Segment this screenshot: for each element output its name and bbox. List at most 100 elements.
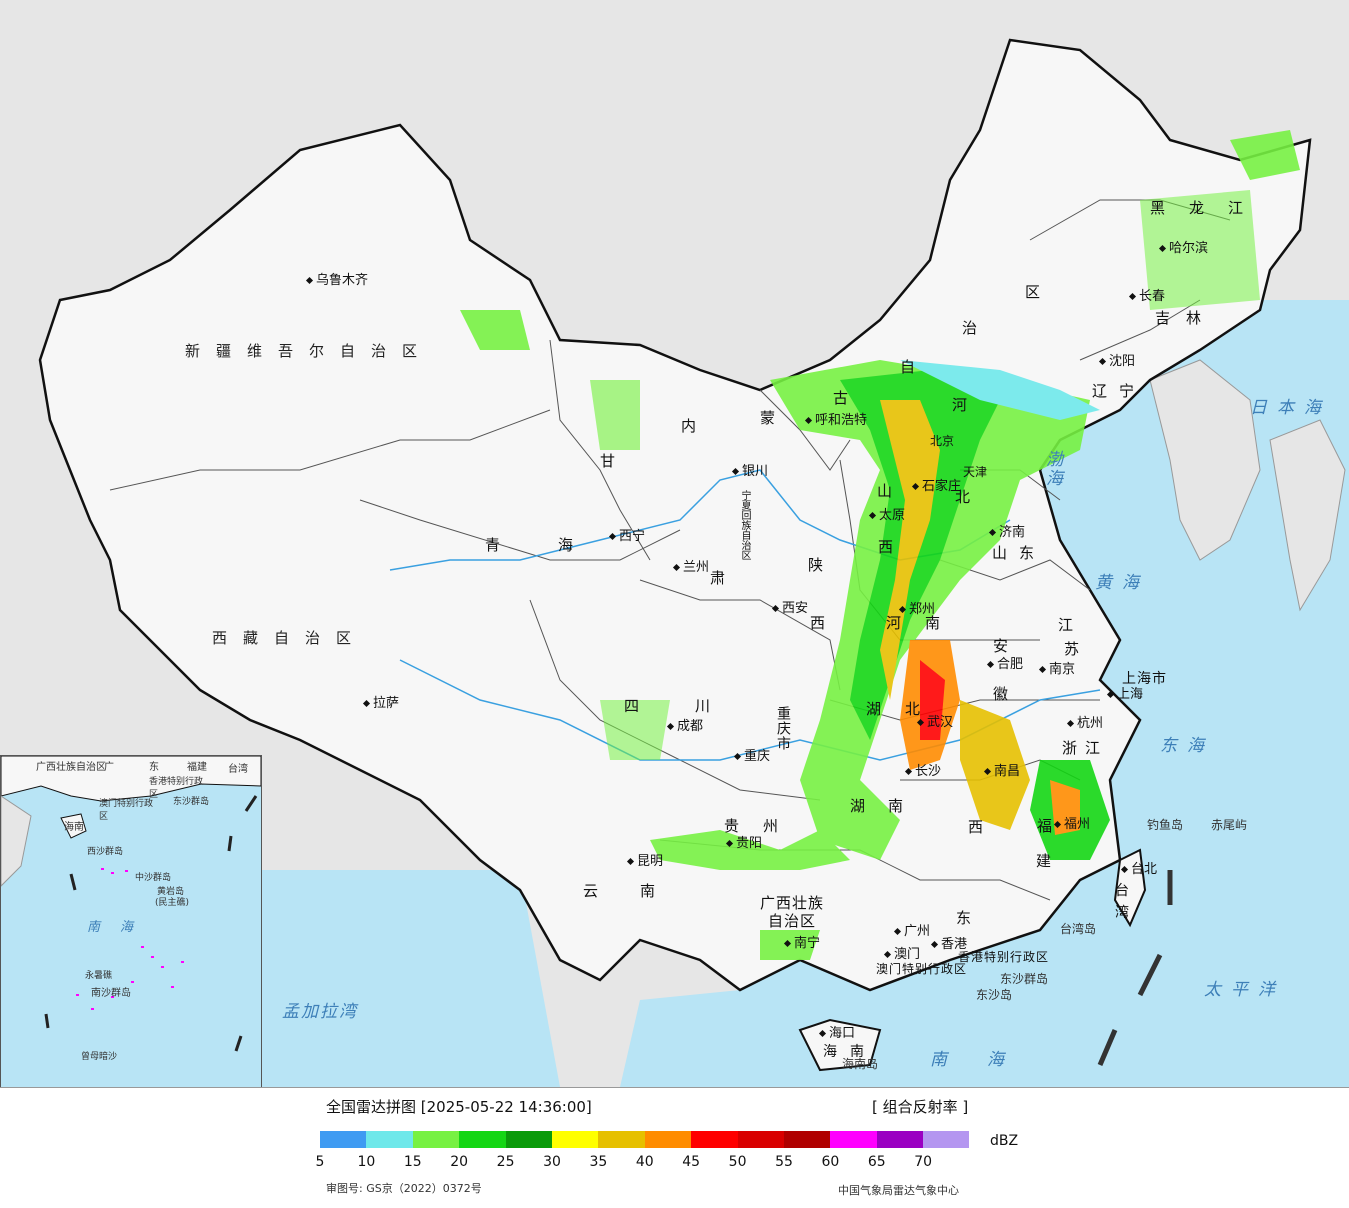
inset-aomen: 澳门特别行政区 — [99, 799, 154, 822]
inset-huangyan: 黄岩岛 — [157, 887, 185, 897]
color-bar-tick: 30 — [543, 1154, 561, 1170]
city-kunming: 昆明 — [628, 850, 663, 869]
region-liaoning: 辽宁 — [1092, 382, 1147, 400]
city-guangzhou: 广州 — [895, 920, 930, 939]
island-taiwan: 台湾岛 — [1060, 922, 1097, 936]
region-henan-1: 河 — [886, 614, 903, 632]
region-fujian-1: 福 — [1037, 817, 1054, 835]
color-swatch — [737, 1131, 784, 1148]
city-chengdu: 成都 — [668, 715, 703, 734]
city-lhasa: 拉萨 — [364, 692, 399, 711]
region-jiangsu-1: 江 — [1058, 616, 1075, 634]
color-bar-tick: 40 — [635, 1154, 654, 1170]
region-yunnan-1: 云 — [583, 882, 600, 900]
city-nanning: 南宁 — [785, 932, 820, 951]
color-swatch — [876, 1131, 924, 1148]
legend-panel: 全国雷达拼图 [2025-05-22 14:36:00] [ 组合反射率 ] 5… — [0, 1088, 1349, 1208]
city-changsha: 长沙 — [906, 760, 941, 779]
sea-bohai: 渤海 — [1042, 450, 1062, 488]
region-xianggang: 香港特别行政区 — [958, 950, 1050, 964]
color-swatch — [644, 1131, 692, 1148]
region-gansu-1: 甘 — [600, 452, 617, 470]
city-haikou: 海口 — [820, 1022, 855, 1041]
city-xianggang: 香港 — [932, 933, 967, 952]
korea-land — [1149, 359, 1261, 561]
map-canvas — [38, 38, 1349, 1087]
city-lanzhou: 兰州 — [674, 556, 709, 575]
region-hebei-1: 河 — [952, 396, 969, 414]
region-jiangxi: 西 — [968, 818, 985, 836]
color-bar-tick: 50 — [728, 1154, 747, 1170]
island-diaoyu: 钓鱼岛 — [1147, 818, 1184, 832]
city-hohhot: 呼和浩特 — [806, 409, 867, 428]
region-neimenggu-1: 内 — [681, 417, 698, 435]
city-xining: 西宁 — [610, 525, 645, 544]
japan-land — [1269, 419, 1346, 612]
inset-guangxi: 广西壮族自治区 — [36, 762, 106, 773]
region-taiwan-2: 湾 — [1115, 905, 1130, 921]
region-hunan-1: 湖 — [850, 797, 867, 815]
color-swatch — [830, 1131, 877, 1148]
color-swatch — [598, 1131, 645, 1148]
inset-yongshu: 永暑礁 — [85, 971, 113, 981]
color-bar-tick: 70 — [914, 1154, 933, 1170]
inset-taiwan: 台湾 — [228, 764, 248, 775]
region-yunnan-2: 南 — [640, 882, 657, 900]
region-qinghai-2: 海 — [558, 536, 575, 554]
inset-fujian: 福建 — [187, 762, 207, 773]
color-swatch — [783, 1131, 831, 1148]
city-chongqing: 重庆 — [735, 745, 770, 764]
region-hainan-2: 南 — [850, 1044, 865, 1060]
region-taiwan-1: 台 — [1115, 883, 1130, 899]
inset-dongsha: 东沙群岛 — [173, 797, 210, 807]
color-bar-tick: 35 — [589, 1154, 608, 1170]
city-aomen: 澳门 — [885, 943, 920, 962]
region-neimenggu-5: 治 — [962, 319, 979, 337]
inset-zengmu: 曾母暗沙 — [81, 1052, 118, 1062]
region-shandong: 山东 — [992, 544, 1047, 562]
region-guangdong: 东 — [956, 909, 973, 927]
city-shanghai: 上海 — [1108, 683, 1143, 702]
region-neimenggu-6: 区 — [1025, 283, 1042, 301]
region-qinghai-1: 青 — [485, 536, 502, 554]
region-hunan-2: 南 — [888, 797, 905, 815]
inset-xianggang: 香港特别行政区 — [149, 777, 204, 800]
city-nanchang: 南昌 — [985, 760, 1020, 779]
region-neimenggu-3: 古 — [833, 389, 850, 407]
island-dongsha-qundao: 东沙群岛 — [1000, 972, 1049, 986]
city-harbin: 哈尔滨 — [1160, 237, 1208, 256]
region-gansu-2: 肃 — [710, 569, 727, 587]
sea-bengal: 孟加拉湾 — [282, 1002, 358, 1022]
city-zhengzhou: 郑州 — [900, 598, 935, 617]
nine-dash-line — [1097, 870, 1173, 1066]
city-jinan: 济南 — [990, 521, 1025, 540]
city-changchun: 长春 — [1130, 285, 1165, 304]
region-beijing: 北京 — [930, 434, 955, 448]
inset-minzhu: (民主礁) — [155, 898, 190, 908]
region-tianjin: 天津 — [963, 465, 988, 479]
region-neimenggu-2: 蒙 — [760, 409, 777, 427]
ocean-east — [620, 300, 1349, 1087]
region-zhejiang: 浙江 — [1062, 739, 1109, 757]
inset-dong: 东 — [149, 762, 159, 773]
color-bar-tick: 65 — [867, 1154, 886, 1170]
region-ningxia: 宁夏回族自治区 — [739, 490, 750, 560]
sea-japan: 日本海 — [1250, 398, 1331, 418]
region-guizhou-1: 贵 — [724, 817, 741, 835]
legend-title: 全国雷达拼图 [2025-05-22 14:36:00] — [326, 1098, 592, 1116]
inset-nanhai: 南海 — [87, 920, 154, 935]
color-swatch — [320, 1131, 367, 1148]
island-hainan: 海南岛 — [842, 1057, 879, 1071]
region-guizhou-2: 州 — [763, 817, 780, 835]
inset-hainan: 海南 — [64, 822, 84, 833]
sea-south: 南海 — [930, 1050, 1044, 1070]
south-china-sea-inset: 广西壮族自治区 广 东 福建 台湾 香港特别行政区 澳门特别行政区 东沙群岛 海… — [0, 755, 262, 1087]
region-xinjiang: 新疆维吾尔自治区 — [185, 342, 434, 360]
inset-xisha: 西沙群岛 — [87, 847, 124, 857]
legend-unit: dBZ — [990, 1133, 1019, 1149]
sea-east: 东海 — [1160, 736, 1214, 756]
color-bar-tick: 15 — [403, 1154, 422, 1170]
color-bar-tick: 25 — [496, 1154, 515, 1170]
region-anhui-2: 徽 — [993, 685, 1010, 703]
data-source: 中国气象局雷达气象中心 — [838, 1184, 959, 1197]
